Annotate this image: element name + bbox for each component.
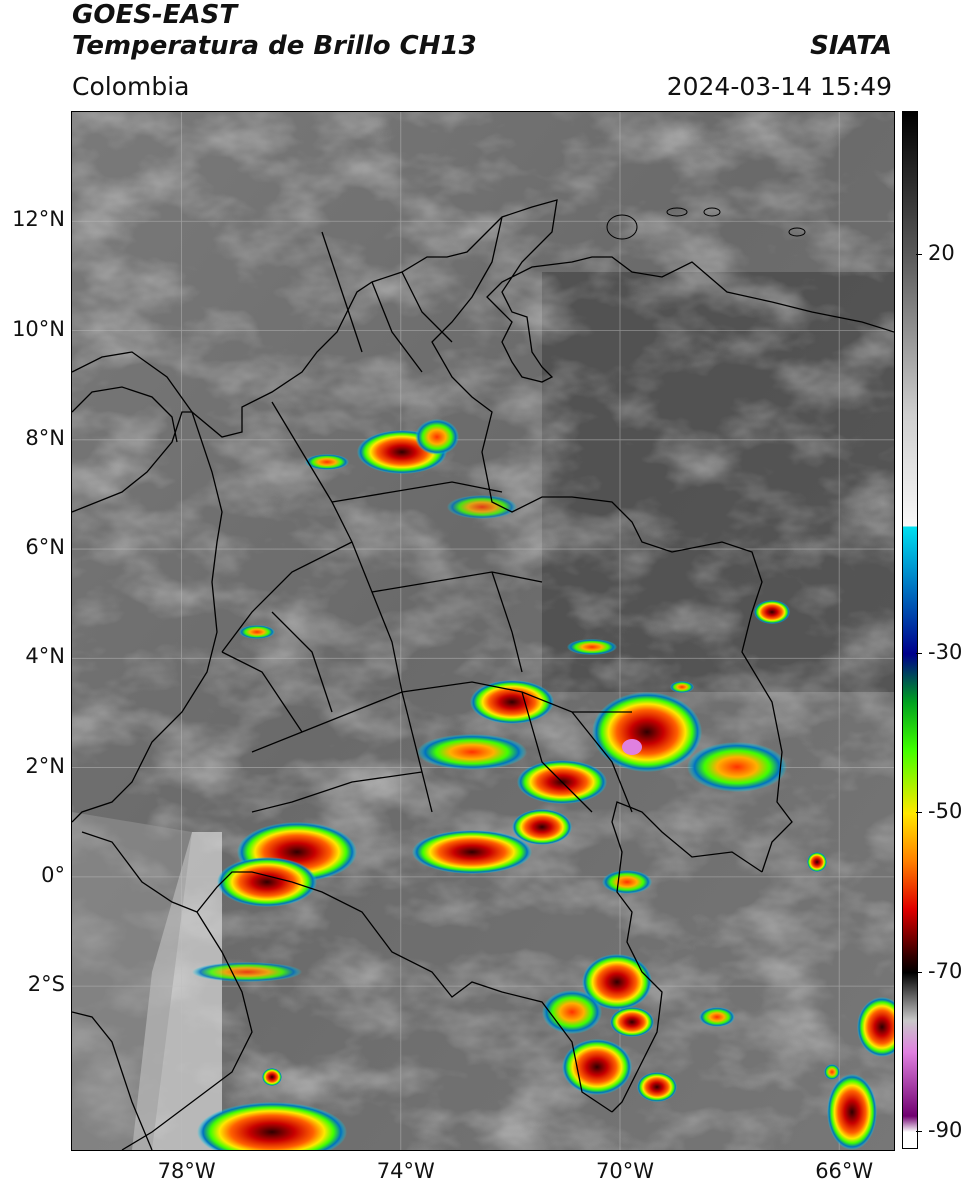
- colorbar-tick-mark: [916, 652, 922, 654]
- storm-cell: [824, 1064, 840, 1080]
- storm-cell: [754, 600, 790, 624]
- island: [606, 214, 638, 240]
- storm-cell: [637, 1072, 677, 1102]
- storm-cell: [417, 734, 527, 770]
- map-canvas: [72, 112, 894, 1150]
- longitude-tick-label: 78°W: [157, 1159, 216, 1183]
- coastlines-and-borders: [72, 199, 894, 1150]
- temperature-colorbar: [902, 111, 918, 1149]
- colorbar-tick-label: -90: [928, 1118, 963, 1143]
- storm-cell: [542, 990, 602, 1034]
- storm-cell: [470, 680, 554, 724]
- colombia-brazil-border: [611, 801, 763, 1113]
- storm-overshoot: [622, 739, 642, 755]
- storm-cell: [512, 809, 572, 845]
- storm-cell: [582, 954, 652, 1010]
- satellite-map: [71, 111, 895, 1151]
- storm-cell: [857, 997, 894, 1057]
- latitude-tick-label: 10°N: [12, 316, 65, 341]
- storm-cell: [807, 852, 827, 872]
- storm-cell: [192, 962, 302, 982]
- island: [703, 207, 721, 217]
- storm-cell: [670, 681, 694, 693]
- storm-cell: [827, 1074, 877, 1150]
- latitude-tick-label: 8°N: [25, 425, 65, 450]
- caribbean-coast: [72, 199, 894, 438]
- latitude-tick-label: 2°N: [25, 753, 65, 778]
- latitude-tick-label: 2°S: [27, 972, 65, 997]
- colorbar-tick-label: -70: [928, 958, 963, 983]
- storm-cell: [699, 1007, 735, 1027]
- latitude-tick-label: 4°N: [25, 644, 65, 669]
- storm-cell: [305, 454, 349, 470]
- storm-cell: [447, 495, 517, 519]
- storm-cell: [415, 419, 459, 455]
- storm-cell: [610, 1007, 654, 1037]
- storm-cell: [262, 1068, 282, 1086]
- colorbar-tick-label: 20: [928, 241, 955, 266]
- colorbar-tick-label: -30: [928, 639, 963, 664]
- islands: [606, 207, 806, 240]
- colorbar-tick-mark: [916, 254, 922, 256]
- colorbar-tick-mark: [916, 1131, 922, 1133]
- storm-cell: [239, 625, 275, 639]
- ecuador-peru-border: [121, 911, 253, 1150]
- island: [788, 227, 806, 237]
- storm-cell: [567, 639, 617, 655]
- island: [666, 207, 688, 217]
- product-title: Temperatura de Brillo CH13: [72, 31, 477, 61]
- longitude-tick-label: 70°W: [596, 1159, 654, 1183]
- longitude-tick-label: 74°W: [376, 1159, 435, 1183]
- pacific-gray-region: [72, 812, 192, 1150]
- agency-label: SIATA: [810, 31, 892, 61]
- colorbar-tick-mark: [916, 971, 922, 973]
- storm-cell: [412, 830, 532, 874]
- datetime-label: 2024-03-14 15:49: [666, 72, 892, 101]
- storm-cell: [217, 857, 317, 907]
- storm-cell: [592, 692, 702, 772]
- colombia-venezuela-border: [431, 216, 793, 873]
- colombia-peru-border: [196, 871, 613, 1113]
- storm-cell: [602, 870, 652, 894]
- latitude-tick-label: 0°: [41, 862, 65, 887]
- latitude-tick-label: 6°N: [25, 535, 65, 560]
- region-label: Colombia: [72, 72, 190, 101]
- panama-coast: [72, 386, 178, 443]
- satellite-title: GOES-EAST: [72, 0, 238, 30]
- latitude-tick-label: 12°N: [12, 207, 65, 232]
- peru-coast: [72, 1011, 153, 1150]
- colorbar-tick-label: -50: [928, 799, 963, 824]
- storm-cell: [687, 742, 787, 792]
- colombia-ecuador-border: [81, 831, 198, 913]
- colorbar-tick-mark: [916, 812, 922, 814]
- pacific-coast: [72, 411, 223, 823]
- storm-cell: [197, 1102, 347, 1150]
- internal-departments: [221, 231, 633, 813]
- longitude-tick-label: 66°W: [815, 1159, 874, 1183]
